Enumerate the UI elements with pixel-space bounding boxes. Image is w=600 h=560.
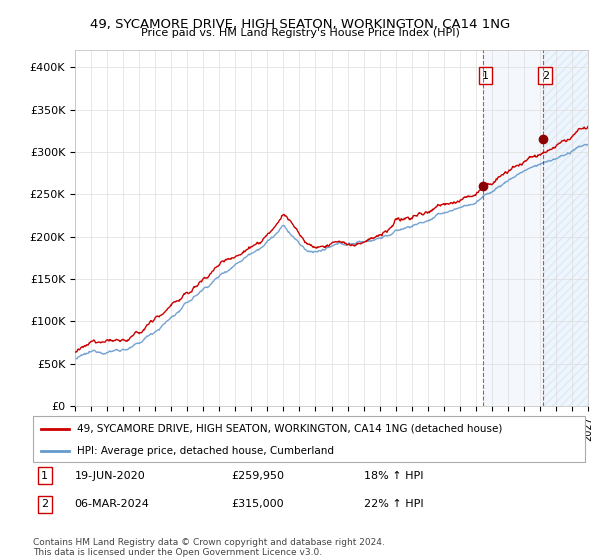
Text: 1: 1 bbox=[41, 471, 48, 480]
Text: 06-MAR-2024: 06-MAR-2024 bbox=[74, 500, 149, 509]
Text: 1: 1 bbox=[482, 71, 489, 81]
Text: 19-JUN-2020: 19-JUN-2020 bbox=[74, 471, 145, 480]
Text: Contains HM Land Registry data © Crown copyright and database right 2024.
This d: Contains HM Land Registry data © Crown c… bbox=[33, 538, 385, 557]
Bar bbox=[543, 50, 588, 406]
Text: Price paid vs. HM Land Registry's House Price Index (HPI): Price paid vs. HM Land Registry's House … bbox=[140, 28, 460, 38]
Text: 2: 2 bbox=[41, 500, 49, 509]
Text: 49, SYCAMORE DRIVE, HIGH SEATON, WORKINGTON, CA14 1NG (detached house): 49, SYCAMORE DRIVE, HIGH SEATON, WORKING… bbox=[77, 424, 503, 434]
Bar bbox=[543, 50, 588, 406]
FancyBboxPatch shape bbox=[33, 416, 585, 462]
Text: 2: 2 bbox=[542, 71, 549, 81]
Text: 18% ↑ HPI: 18% ↑ HPI bbox=[364, 471, 424, 480]
Text: £315,000: £315,000 bbox=[232, 500, 284, 509]
Text: HPI: Average price, detached house, Cumberland: HPI: Average price, detached house, Cumb… bbox=[77, 446, 334, 455]
Bar bbox=[483, 50, 588, 406]
Text: 49, SYCAMORE DRIVE, HIGH SEATON, WORKINGTON, CA14 1NG: 49, SYCAMORE DRIVE, HIGH SEATON, WORKING… bbox=[90, 18, 510, 31]
Text: 22% ↑ HPI: 22% ↑ HPI bbox=[364, 500, 424, 509]
Text: £259,950: £259,950 bbox=[232, 471, 285, 480]
